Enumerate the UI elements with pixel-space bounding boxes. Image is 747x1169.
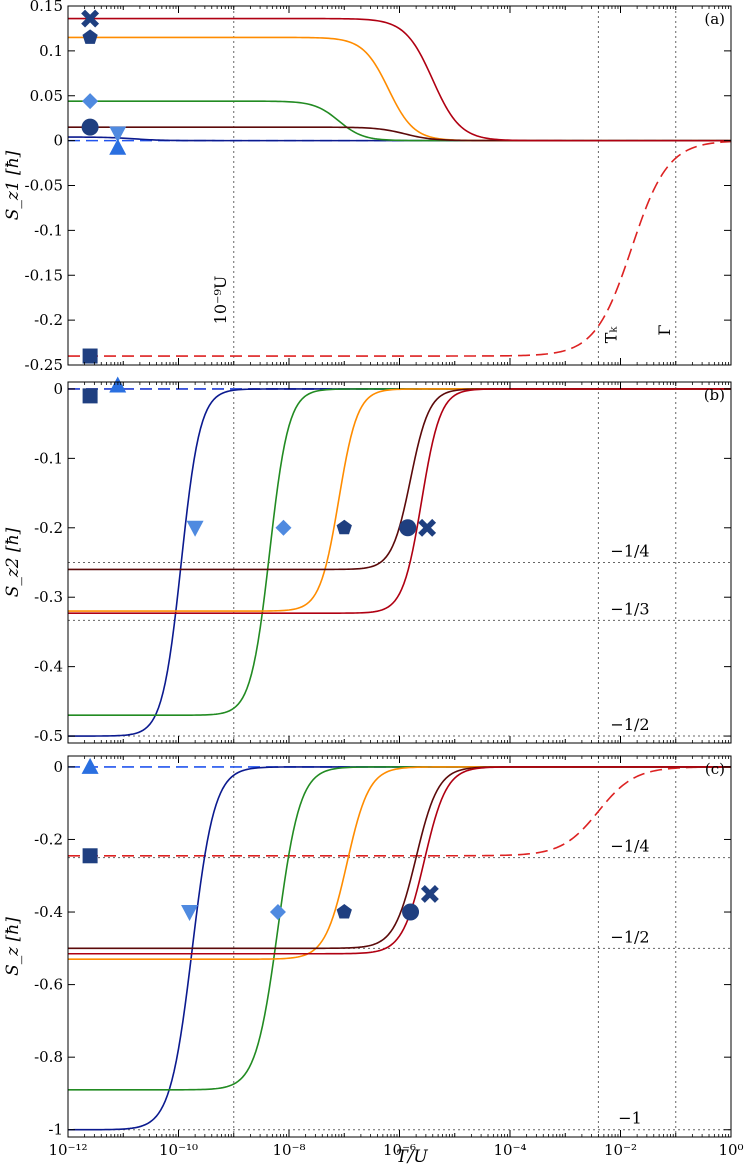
y-tick-label: 0 [53, 758, 63, 776]
panel-tag: (b) [704, 386, 725, 404]
panel-sz2: −1/4 −1/3 −1/2 0 -0.1 -0.2 -0.3 -0.4 -0.5 (b) S_z2… [3, 376, 732, 745]
y-axis-label: S_z2 [ħ] [3, 527, 23, 597]
marker-cross [420, 884, 439, 903]
series-pentagon [68, 388, 731, 612]
series-pentagon [68, 36, 731, 142]
hline-label: −1/2 [610, 927, 649, 946]
y-tick-label: -0.8 [34, 1048, 63, 1066]
marker-cross [81, 9, 100, 28]
series-square [68, 766, 731, 857]
panel-frame [67, 5, 732, 366]
hline-label: −1 [618, 1109, 642, 1128]
y-tick-label: -0.25 [25, 356, 63, 374]
x-tick-label: 10⁻⁶ [383, 1141, 416, 1159]
series-diamond [68, 100, 731, 142]
hline-label: −1/2 [610, 715, 649, 734]
marker-square [82, 348, 98, 364]
y-tick-label: 0 [53, 380, 63, 398]
y-tick-label: 0.15 [30, 0, 63, 15]
panel-sz1: 0.15 0.1 0.05 0 -0.05 -0.1 -0.15 -0.2 -0.25 (a) S_… [3, 0, 732, 374]
hline-label: −1/4 [610, 542, 649, 561]
y-tick-label: 0.05 [30, 87, 63, 105]
marker-diamond [82, 93, 99, 110]
y-tick-label: -0.4 [34, 903, 63, 921]
marker-cross [418, 518, 437, 537]
y-tick-label: 0.1 [39, 42, 63, 60]
vline-label-tk: Tₖ [601, 326, 620, 344]
curves [68, 766, 731, 1131]
x-tick-label: 10⁻¹² [48, 1141, 87, 1159]
marker-triangle-down [186, 520, 204, 537]
vline-label-u9: 10⁻⁹U [211, 276, 230, 325]
marker-square [82, 388, 98, 404]
marker-circle [402, 903, 420, 921]
y-tick-label: -0.1 [34, 449, 63, 467]
marker-circle [81, 118, 99, 136]
marker-pentagon [82, 29, 98, 44]
marker-triangle-down [109, 126, 127, 143]
panel-sz: −1/4 −1/2 −1 0 -0.2 -0.4 -0.6 -0.8 -1 (c) S_z [ħ] 1… [3, 755, 744, 1159]
y-tick-label: -0.5 [34, 727, 63, 745]
x-tick-label: 10⁻⁴ [493, 1141, 526, 1159]
y-tick-label: -0.2 [34, 311, 63, 329]
y-tick-label: -0.6 [34, 976, 63, 994]
y-tick-label: -0.2 [34, 519, 63, 537]
series-circle [68, 126, 731, 142]
y-tick-label: -0.05 [25, 177, 63, 195]
y-tick-label: -0.3 [34, 588, 63, 606]
y-tick-label: -0.2 [34, 830, 63, 848]
marker-pentagon [336, 519, 352, 535]
x-tick-label: 10⁻⁸ [272, 1141, 305, 1159]
marker-diamond [275, 519, 292, 536]
marker-triangle-up [81, 757, 99, 774]
y-tick-label: -1 [48, 1121, 63, 1139]
x-tick-label: 10⁰ [718, 1141, 743, 1159]
hline-label: −1/4 [610, 837, 649, 856]
marker-diamond [269, 904, 286, 921]
y-tick-label: 0 [53, 132, 63, 150]
series-square [68, 140, 731, 357]
marker-triangle-up [109, 138, 127, 155]
marker-pentagon [336, 904, 352, 919]
curves [68, 17, 731, 357]
marker-triangle-down [181, 905, 199, 922]
x-axis-label: T/U [396, 1147, 428, 1167]
marker-circle [399, 519, 417, 537]
panel-tag: (c) [705, 760, 725, 778]
panel-tag: (a) [704, 10, 725, 28]
y-tick-label: -0.15 [25, 266, 63, 284]
x-tick-label: 10⁻² [604, 1141, 637, 1159]
series-cross [68, 388, 731, 614]
marker-square [82, 848, 98, 864]
vline-label-gamma: Γ [655, 324, 674, 335]
y-tick-label: -0.1 [34, 221, 63, 239]
x-tick-label: 10⁻¹⁰ [159, 1141, 198, 1159]
series-cross [68, 766, 731, 955]
y-axis-label: S_z [ħ] [3, 917, 23, 976]
panel-frame [67, 755, 732, 1138]
hline-label: −1/3 [610, 599, 649, 618]
y-tick-label: -0.4 [34, 658, 63, 676]
y-axis-label: S_z1 [ħ] [3, 150, 23, 220]
series-cross [68, 17, 731, 142]
